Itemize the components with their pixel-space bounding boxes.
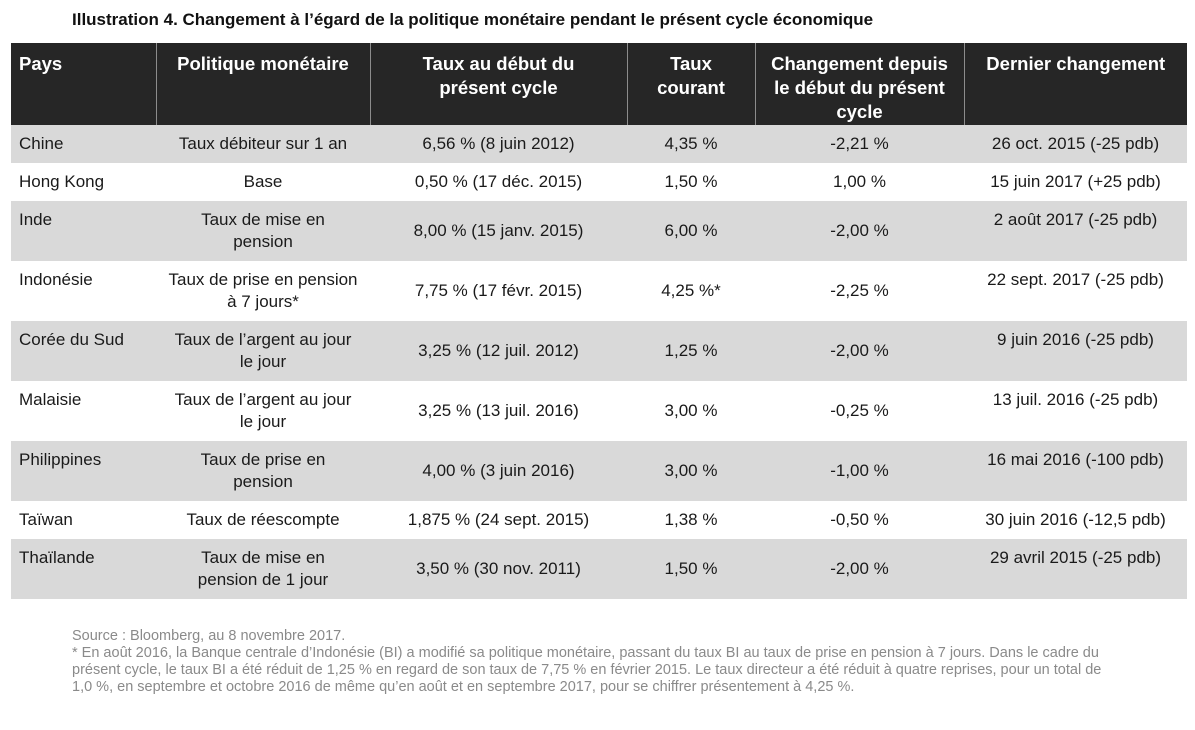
change-cell: -2,25 % [830,281,889,300]
last-change-cell: 16 mai 2016 (-100 pdb) [964,441,1187,501]
policy-text: Taux de mise en pension [201,210,325,251]
policy-cell: Taux de l’argent au jour le jour [156,321,370,381]
change-cell: -1,00 % [755,441,964,501]
last-change-cell: 2 août 2017 (-25 pdb) [964,201,1187,261]
footnote: Source : Bloomberg, au 8 novembre 2017. … [72,628,1122,696]
change-cell: -2,00 % [755,321,964,381]
start-rate-cell: 3,25 % (13 juil. 2016) [418,401,579,420]
header-changement: Changement depuis le début du présent cy… [754,43,964,125]
policy-cell: Taux de réescompte [186,510,340,529]
change-cell: -2,21 % [755,125,964,163]
table-row: Inde Taux de mise en pension 8,00 % (15 … [11,201,1187,261]
start-rate-cell: 4,00 % (3 juin 2016) [370,441,627,501]
country-cell: Hong Kong [19,172,105,191]
start-rate-cell: 8,00 % (15 janv. 2015) [370,201,627,261]
table-row: Chine Taux débiteur sur 1 an 6,56 % (8 j… [11,125,1187,163]
last-change-cell: 22 sept. 2017 (-25 pdb) [987,270,1164,289]
policy-text: Taux de l’argent au jour le jour [174,390,352,431]
policy-cell: Taux débiteur sur 1 an [156,125,370,163]
current-rate-cell: 1,38 % [664,510,718,529]
table-row: Taïwan Taux de réescompte 1,875 % (24 se… [11,501,1187,539]
start-rate-cell: 0,50 % (17 déc. 2015) [414,172,583,191]
last-change-cell: 29 avril 2015 (-25 pdb) [964,539,1187,599]
header-row: Pays Politique monétaire Taux au début d… [11,43,1187,125]
monetary-policy-table: Pays Politique monétaire Taux au début d… [11,43,1187,599]
last-change-cell: 13 juil. 2016 (-25 pdb) [992,390,1159,409]
policy-text: Taux de l’argent au jour le jour [174,330,352,371]
country-cell: Corée du Sud [11,321,156,381]
policy-cell: Taux de prise en pension [156,441,370,501]
change-cell: -2,00 % [755,201,964,261]
table-body: Chine Taux débiteur sur 1 an 6,56 % (8 j… [11,125,1187,599]
change-cell: -2,00 % [755,539,964,599]
current-rate-cell: 3,00 % [664,401,718,420]
policy-cell: Taux de mise en pension [156,201,370,261]
change-cell: -0,25 % [830,401,889,420]
table-row: Thaïlande Taux de mise en pension de 1 j… [11,539,1187,599]
current-rate-cell: 4,25 %* [661,281,721,300]
header-dernier-changement: Dernier changement [963,43,1187,125]
header-taux-courant: Taux courant [626,43,755,125]
policy-cell: Taux de prise en pension à 7 jours* [156,261,370,321]
change-cell: 1,00 % [833,172,886,191]
policy-cell: Base [243,172,283,191]
header-taux-debut: Taux au début du présent cycle [369,43,627,125]
current-rate-cell: 3,00 % [627,441,755,501]
policy-cell: Taux de mise en pension de 1 jour [156,539,370,599]
start-rate-cell: 1,875 % (24 sept. 2015) [407,510,590,529]
current-rate-cell: 1,50 % [627,539,755,599]
table-header: Pays Politique monétaire Taux au début d… [11,43,1187,125]
policy-text: Taux de prise en pension à 7 jours* [168,270,358,311]
last-change-cell: 26 oct. 2015 (-25 pdb) [964,125,1187,163]
policy-text: Taux de mise en pension de 1 jour [197,548,329,589]
table-row: Malaisie Taux de l’argent au jour le jou… [11,381,1187,441]
start-rate-cell: 3,50 % (30 nov. 2011) [370,539,627,599]
header-pays: Pays [11,43,156,125]
source-note: Source : Bloomberg, au 8 novembre 2017. [72,628,346,644]
header-politique: Politique monétaire [155,43,370,125]
start-rate-cell: 6,56 % (8 juin 2012) [370,125,627,163]
current-rate-cell: 4,35 % [627,125,755,163]
table-row: Hong Kong Base 0,50 % (17 déc. 2015) 1,5… [11,163,1187,201]
illustration-title: Illustration 4. Changement à l’égard de … [72,10,874,29]
table-row: Philippines Taux de prise en pension 4,0… [11,441,1187,501]
country-cell: Chine [11,125,156,163]
indonesia-note: * En août 2016, la Banque centrale d’Ind… [72,645,1102,695]
current-rate-cell: 1,50 % [664,172,718,191]
policy-text: Taux de prise en pension [200,450,326,491]
last-change-cell: 15 juin 2017 (+25 pdb) [990,172,1161,191]
last-change-cell: 30 juin 2016 (-12,5 pdb) [985,510,1166,529]
country-cell: Philippines [11,441,156,501]
start-rate-cell: 3,25 % (12 juil. 2012) [370,321,627,381]
country-cell: Indonésie [19,270,93,289]
current-rate-cell: 6,00 % [627,201,755,261]
country-cell: Malaisie [19,390,82,409]
start-rate-cell: 7,75 % (17 févr. 2015) [414,281,583,300]
country-cell: Taïwan [19,510,73,529]
change-cell: -0,50 % [830,510,889,529]
country-cell: Thaïlande [11,539,156,599]
current-rate-cell: 1,25 % [627,321,755,381]
policy-cell: Taux de l’argent au jour le jour [156,381,370,441]
table-row: Indonésie Taux de prise en pension à 7 j… [11,261,1187,321]
last-change-cell: 9 juin 2016 (-25 pdb) [964,321,1187,381]
country-cell: Inde [11,201,156,261]
table-row: Corée du Sud Taux de l’argent au jour le… [11,321,1187,381]
